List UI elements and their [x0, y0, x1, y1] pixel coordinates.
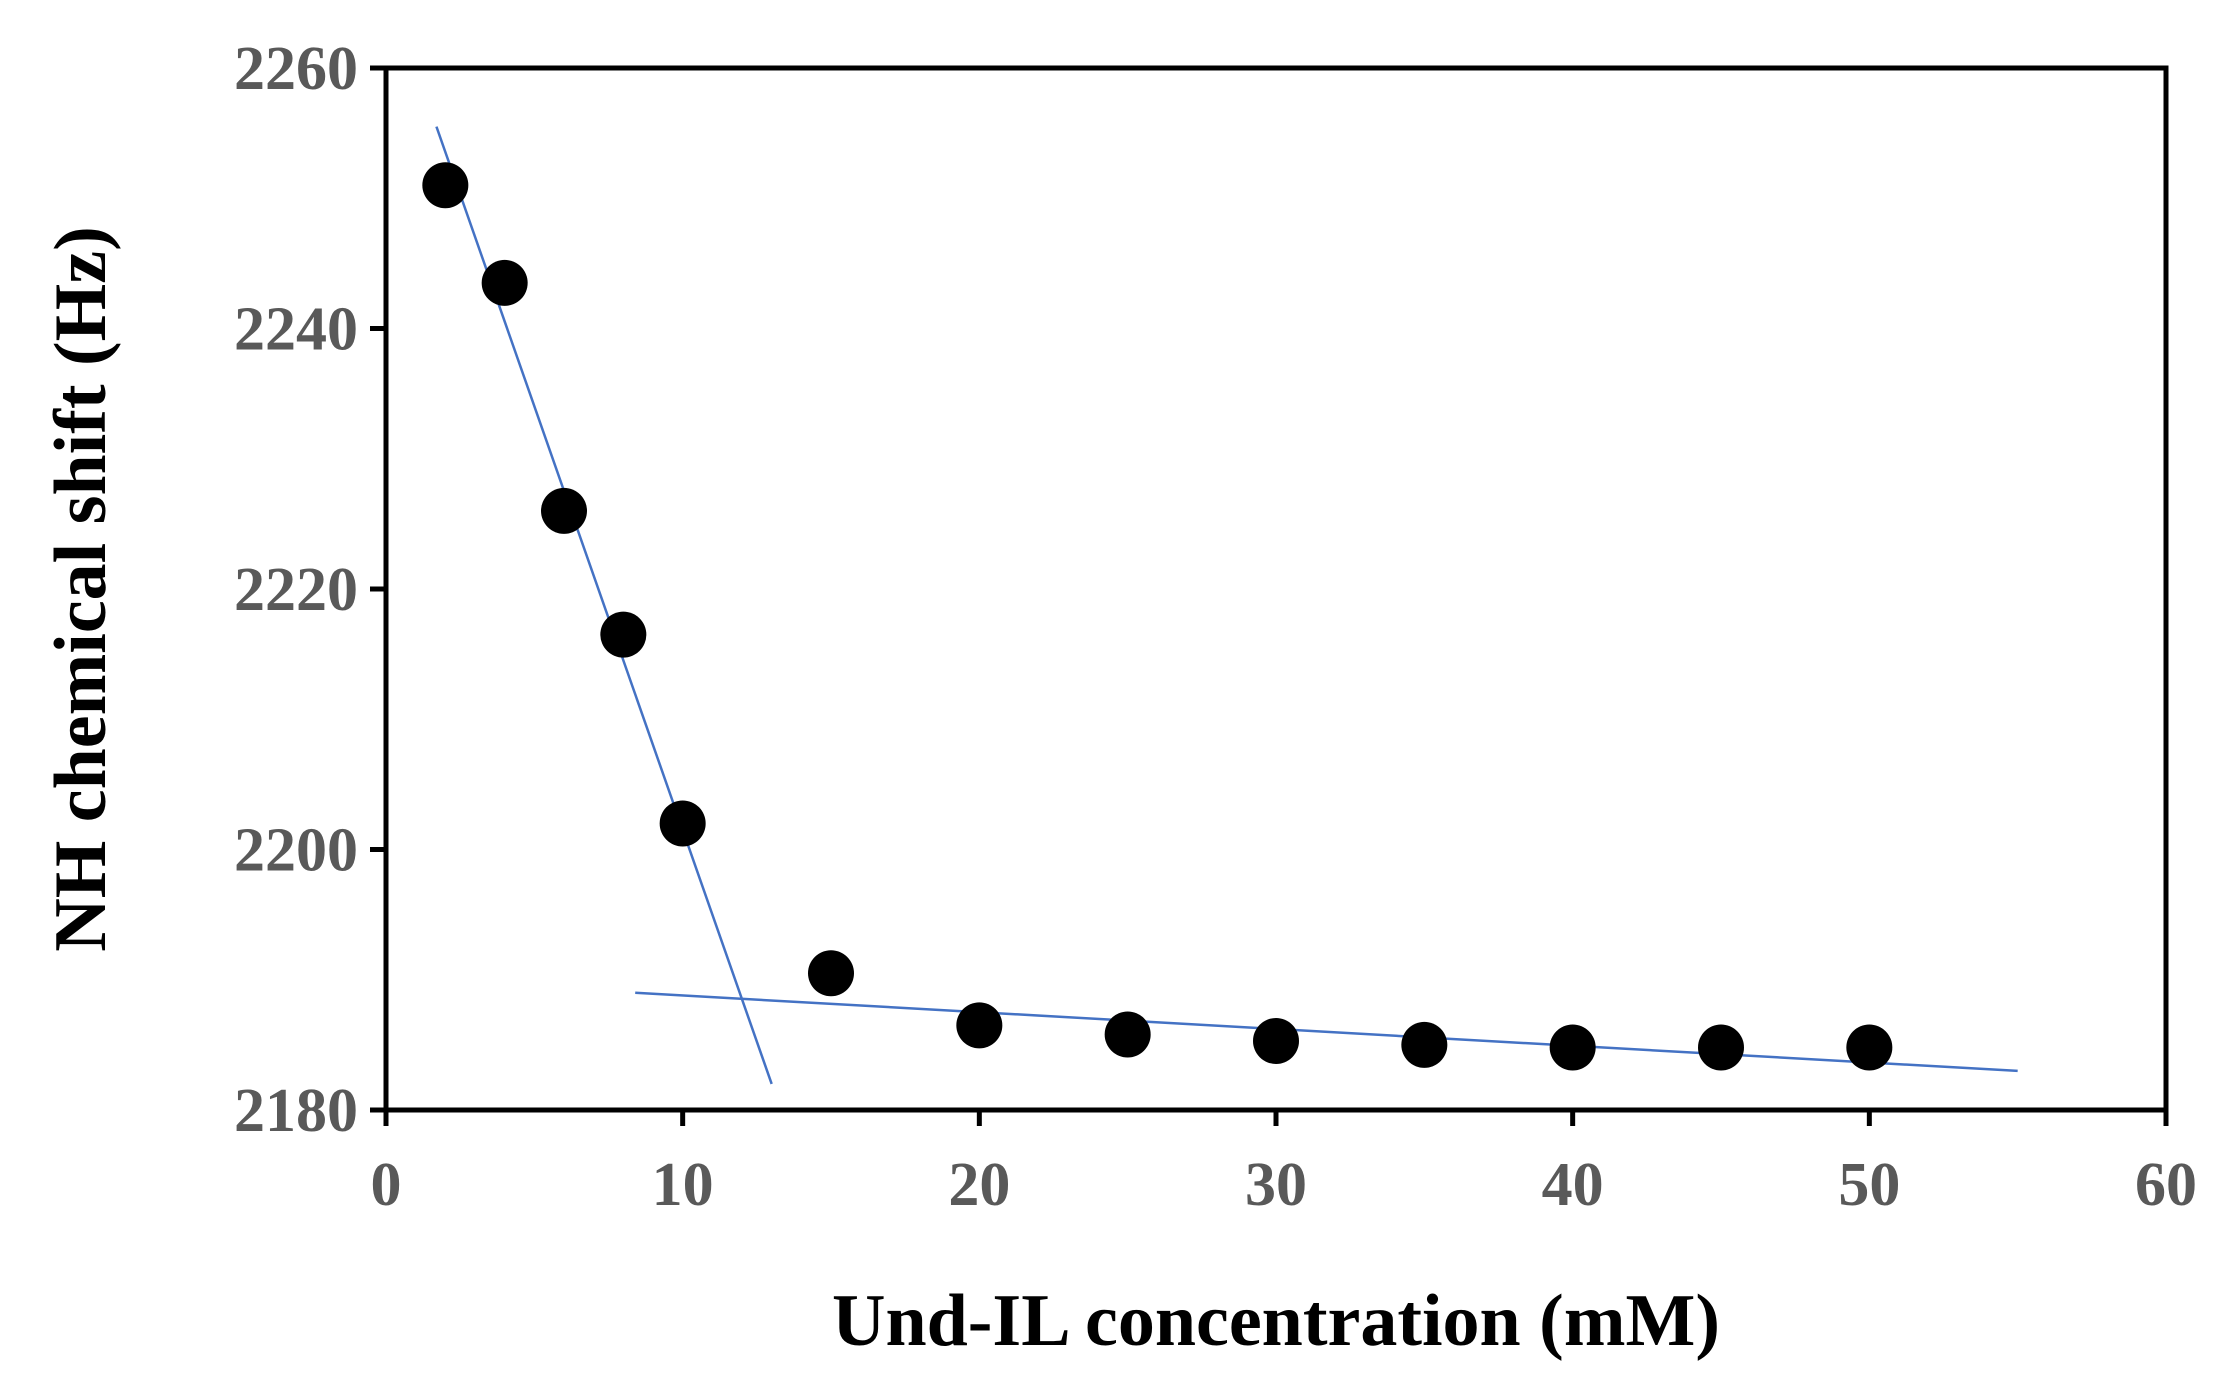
- x-tick-label: 20: [948, 1151, 1010, 1219]
- data-points: [422, 162, 1893, 1071]
- data-point: [422, 162, 469, 209]
- data-point: [956, 1002, 1003, 1049]
- x-tick-label: 50: [1838, 1151, 1900, 1219]
- x-tick-label: 10: [652, 1151, 714, 1219]
- y-tick-label: 2260: [234, 35, 358, 103]
- data-point: [1104, 1011, 1151, 1058]
- data-point: [481, 259, 528, 306]
- x-tick-label: 60: [2135, 1151, 2197, 1219]
- data-point: [1253, 1017, 1299, 1064]
- data-point: [1401, 1021, 1448, 1068]
- axis-ticks: [370, 65, 2169, 1126]
- x-tick-label: 0: [371, 1151, 402, 1219]
- data-point: [600, 611, 647, 658]
- y-tick-label: 2220: [234, 556, 358, 624]
- data-point: [808, 950, 854, 997]
- fit-line: [635, 991, 2018, 1073]
- x-tick-label: 40: [1542, 1151, 1604, 1219]
- x-tick-label: 30: [1245, 1151, 1307, 1219]
- data-point: [1846, 1024, 1893, 1071]
- data-point: [1549, 1024, 1596, 1071]
- y-axis-title: NH chemical shift (Hz): [40, 226, 122, 951]
- y-tick-label: 2180: [234, 1077, 358, 1145]
- x-tick-labels: 0 10 20 30 40 50 60: [371, 1151, 2198, 1219]
- y-tick-labels: 2180 2200 2220 2240 2260: [234, 35, 358, 1145]
- data-point: [1698, 1024, 1744, 1071]
- x-axis-title: Und-IL concentration (mM): [832, 1280, 1720, 1362]
- plot-area: [383, 65, 2169, 1113]
- y-tick-label: 2200: [234, 817, 358, 885]
- data-point: [659, 800, 706, 847]
- y-tick-label: 2240: [234, 296, 358, 364]
- data-point: [541, 487, 587, 534]
